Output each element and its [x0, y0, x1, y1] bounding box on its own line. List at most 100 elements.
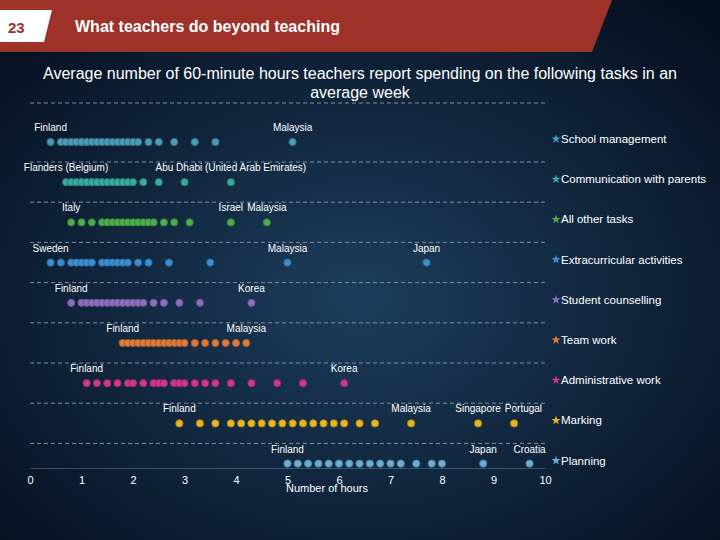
dot: [212, 138, 219, 145]
dot: [176, 420, 183, 427]
dot: [289, 138, 296, 145]
series: [176, 420, 518, 427]
legend-marker: [551, 215, 560, 224]
dot: [160, 380, 167, 387]
row-label: School management: [561, 133, 667, 145]
legend-marker: [551, 134, 560, 143]
row-label: Student counselling: [561, 294, 661, 306]
dot: [140, 380, 147, 387]
separator: [30, 202, 545, 203]
dot: [299, 420, 306, 427]
dot: [377, 460, 384, 467]
country-label: Sweden: [33, 243, 69, 254]
dot: [279, 420, 286, 427]
country-label: Malaysia: [268, 243, 308, 254]
dot: [165, 259, 172, 266]
dot: [212, 380, 219, 387]
series: [284, 460, 533, 467]
dot: [248, 420, 255, 427]
dot: [268, 420, 275, 427]
dot: [335, 460, 342, 467]
dot: [171, 138, 178, 145]
dot: [181, 380, 188, 387]
country-label: Japan: [413, 243, 440, 254]
dot: [47, 138, 54, 145]
dot: [238, 420, 245, 427]
dot: [212, 420, 219, 427]
legend-marker: [551, 335, 560, 344]
dot: [330, 420, 337, 427]
dot: [202, 339, 209, 346]
tick-label: 1: [79, 474, 85, 486]
dot: [68, 219, 75, 226]
dot: [191, 380, 198, 387]
dot: [145, 259, 152, 266]
dot: [232, 339, 239, 346]
tick-label: 2: [130, 474, 136, 486]
series: [68, 299, 255, 306]
row-label: Planning: [561, 455, 606, 467]
dot: [47, 259, 54, 266]
dot: [104, 380, 111, 387]
dot: [428, 460, 435, 467]
dot: [474, 420, 481, 427]
slide-number: 23: [8, 19, 25, 36]
dot: [186, 219, 193, 226]
legend-marker: [551, 174, 560, 183]
dot: [284, 259, 291, 266]
dot: [438, 460, 445, 467]
tick-label: 9: [491, 474, 497, 486]
country-label: Finland: [271, 444, 304, 455]
row-label: Extracurricular activities: [561, 254, 683, 266]
dot: [325, 460, 332, 467]
dot: [181, 179, 188, 186]
dot: [191, 138, 198, 145]
dot: [371, 420, 378, 427]
dot: [227, 420, 234, 427]
dot: [88, 219, 95, 226]
tick: 10: [539, 468, 551, 486]
tick-label: 8: [439, 474, 445, 486]
dot: [129, 380, 136, 387]
dot: [248, 380, 255, 387]
dot: [150, 299, 157, 306]
chart: 23What teachers do beyond teachingAverag…: [0, 0, 720, 540]
dot: [135, 259, 142, 266]
dot: [88, 259, 95, 266]
tick: 1: [79, 468, 85, 486]
dot: [171, 219, 178, 226]
dot: [150, 219, 157, 226]
dot: [263, 219, 270, 226]
dot: [387, 460, 394, 467]
dot: [248, 299, 255, 306]
country-label: Finland: [70, 363, 103, 374]
dot: [196, 420, 203, 427]
tick: 3: [182, 468, 188, 486]
country-label: Italy: [62, 202, 80, 213]
header: What teachers do beyond teaching: [75, 18, 340, 35]
row-label: Marking: [561, 414, 602, 426]
dot: [57, 259, 64, 266]
country-label: Singapore: [455, 403, 501, 414]
dot: [140, 179, 147, 186]
dot: [346, 460, 353, 467]
country-label: Finland: [34, 122, 67, 133]
header-band: [0, 0, 612, 52]
tick-label: 7: [388, 474, 394, 486]
dot: [341, 380, 348, 387]
legend-marker: [551, 416, 560, 425]
tick-label: 3: [182, 474, 188, 486]
dot: [68, 299, 75, 306]
dot: [207, 259, 214, 266]
dot: [145, 138, 152, 145]
dot: [181, 339, 188, 346]
series: [62, 179, 234, 186]
dot: [176, 299, 183, 306]
row-label: Communication with parents: [561, 173, 706, 185]
series: [83, 380, 348, 387]
country-label: Finland: [106, 323, 139, 334]
dot: [274, 380, 281, 387]
tick-label: 10: [539, 474, 551, 486]
dot: [258, 420, 265, 427]
legend-marker: [551, 255, 560, 264]
